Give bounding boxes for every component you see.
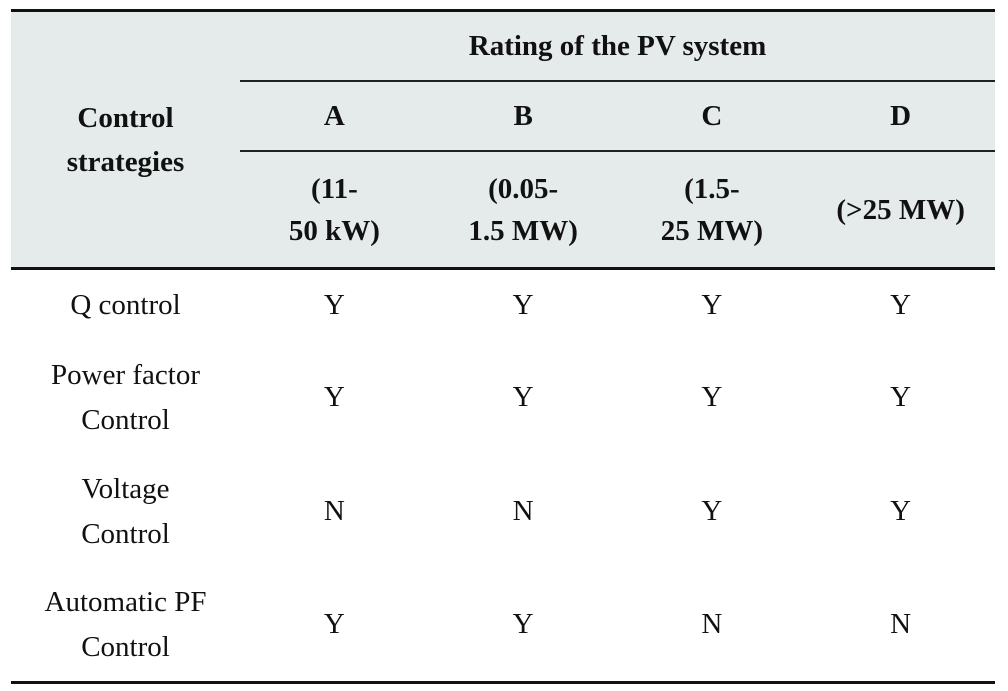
- header-rating-group: Rating of the PV system: [240, 9, 995, 82]
- header-control-strategies-line1: Control: [77, 101, 174, 134]
- range-a-line2: 50 kW): [288, 214, 380, 247]
- header-col-d: D: [806, 81, 995, 152]
- value-cell: Y: [701, 381, 723, 413]
- range-c-line2: 25 MW): [660, 214, 764, 247]
- range-d-line1: (>25 MW): [836, 193, 965, 226]
- header-range-d: (>25 MW): [806, 151, 995, 270]
- strategy-line: Control: [81, 630, 170, 663]
- strategy-line: Control: [81, 403, 170, 436]
- header-range-a: (11- 50 kW): [240, 151, 429, 270]
- table-row: Q control Y Y Y Y: [11, 269, 995, 341]
- table-row: Power factor Control Y Y Y Y: [11, 341, 995, 455]
- strategy-cell: Power factor Control: [11, 341, 240, 455]
- header-range-c: (1.5- 25 MW): [617, 151, 807, 270]
- strategy-line: Power factor: [51, 358, 200, 391]
- value-cell: Y: [323, 381, 345, 413]
- range-c-line1: (1.5-: [684, 172, 740, 205]
- table-row: Voltage Control N N Y Y: [11, 455, 995, 569]
- strategy-line: Q control: [70, 288, 181, 321]
- header-col-a: A: [240, 81, 429, 152]
- strategy-line: Voltage: [81, 472, 170, 505]
- header-range-b: (0.05- 1.5 MW): [428, 151, 618, 270]
- value-cell: Y: [890, 288, 912, 321]
- value-cell: Y: [428, 568, 618, 684]
- header-control-strategies-line2: strategies: [66, 145, 185, 178]
- strategy-line: Automatic PF: [44, 585, 207, 618]
- header-control-strategies: Control strategies: [11, 9, 240, 270]
- table-body: Q control Y Y Y Y Power factor Control Y…: [11, 269, 995, 684]
- value-cell: Y: [890, 381, 912, 413]
- range-a-line1: (11-: [311, 172, 358, 205]
- control-strategies-table-container: Control strategies Rating of the PV syst…: [11, 9, 995, 684]
- header-col-b: B: [428, 81, 618, 152]
- table-row: Automatic PF Control Y Y N N: [11, 568, 995, 684]
- value-cell: Y: [323, 288, 345, 321]
- value-cell: Y: [240, 568, 429, 684]
- range-b-line1: (0.05-: [488, 172, 559, 205]
- value-cell: Y: [512, 288, 534, 321]
- header-col-c: C: [617, 81, 807, 152]
- table-header: Control strategies Rating of the PV syst…: [11, 9, 995, 270]
- strategy-line: Control: [81, 517, 170, 550]
- value-cell: N: [617, 568, 807, 684]
- range-b-line2: 1.5 MW): [468, 214, 578, 247]
- value-cell: Y: [512, 381, 534, 413]
- value-cell: N: [512, 495, 534, 527]
- value-cell: Y: [701, 495, 723, 527]
- value-cell: Y: [701, 288, 723, 321]
- value-cell: N: [323, 495, 345, 527]
- control-strategies-table: Control strategies Rating of the PV syst…: [11, 9, 995, 684]
- strategy-cell: Automatic PF Control: [11, 568, 240, 684]
- value-cell: Y: [890, 495, 912, 527]
- value-cell: N: [806, 568, 995, 684]
- strategy-cell: Voltage Control: [11, 455, 240, 569]
- strategy-cell: Q control: [11, 269, 240, 341]
